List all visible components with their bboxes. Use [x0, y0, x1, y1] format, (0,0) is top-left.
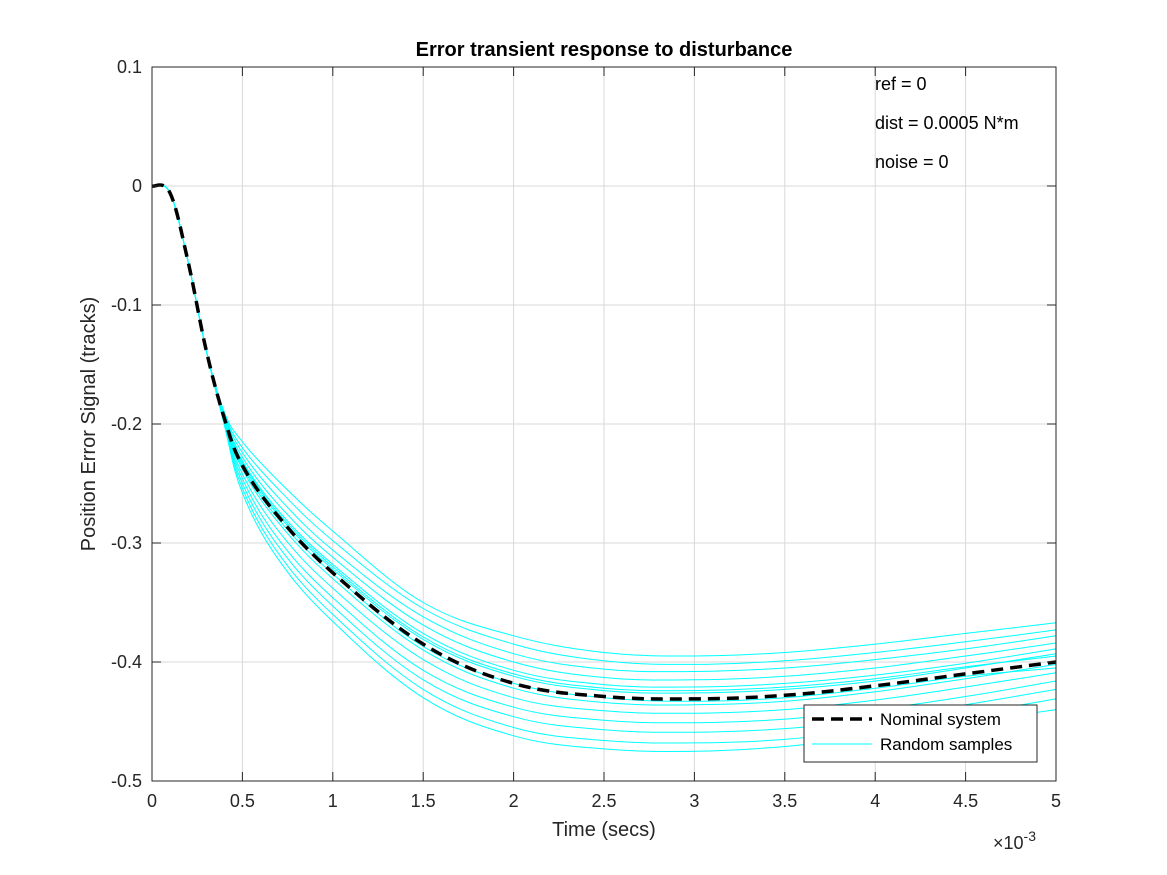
x-tick-label: 4.5: [953, 791, 978, 811]
y-tick-label: -0.5: [111, 771, 142, 791]
x-exponent-base: ×10: [993, 833, 1024, 853]
x-tick-label: 0: [147, 791, 157, 811]
x-tick-label: 0.5: [230, 791, 255, 811]
y-tick-label: 0: [132, 176, 142, 196]
x-tick-label: 2.5: [591, 791, 616, 811]
x-tick-label: 1: [328, 791, 338, 811]
legend-label-nominal: Nominal system: [880, 710, 1001, 729]
x-axis-label: Time (secs): [552, 819, 656, 841]
x-exponent-power: -3: [1024, 828, 1037, 844]
annotation-ref: ref = 0: [875, 74, 927, 94]
axis-ticks: 0 0.5 1 1.5 2 2.5 3 3.5 4 4.5 5 0.1 0 -0.1 -0.2 -0.3 -0.…: [111, 57, 1061, 811]
annotation-noise: noise = 0: [875, 152, 949, 172]
x-tick-label: 2: [509, 791, 519, 811]
annotation-dist: dist = 0.0005 N*m: [875, 113, 1019, 133]
y-tick-label: -0.2: [111, 414, 142, 434]
legend-label-samples: Random samples: [880, 735, 1012, 754]
y-tick-label: -0.1: [111, 295, 142, 315]
chart-title: Error transient response to disturbance: [416, 39, 793, 61]
x-tick-label: 4: [870, 791, 880, 811]
x-tick-label: 5: [1051, 791, 1061, 811]
x-tick-label: 1.5: [411, 791, 436, 811]
y-axis-label: Position Error Signal (tracks): [78, 297, 100, 552]
x-tick-label: 3: [689, 791, 699, 811]
series-lines: [151, 183, 1057, 752]
legend: Nominal system Random samples: [803, 704, 1038, 763]
legend-box: [803, 704, 1038, 763]
x-tick-label: 3.5: [772, 791, 797, 811]
y-tick-label: 0.1: [117, 57, 142, 77]
y-tick-label: -0.3: [111, 533, 142, 553]
nominal-system-line: [151, 183, 1057, 701]
x-exponent: ×10-3: [993, 828, 1036, 853]
y-tick-label: -0.4: [111, 652, 142, 672]
